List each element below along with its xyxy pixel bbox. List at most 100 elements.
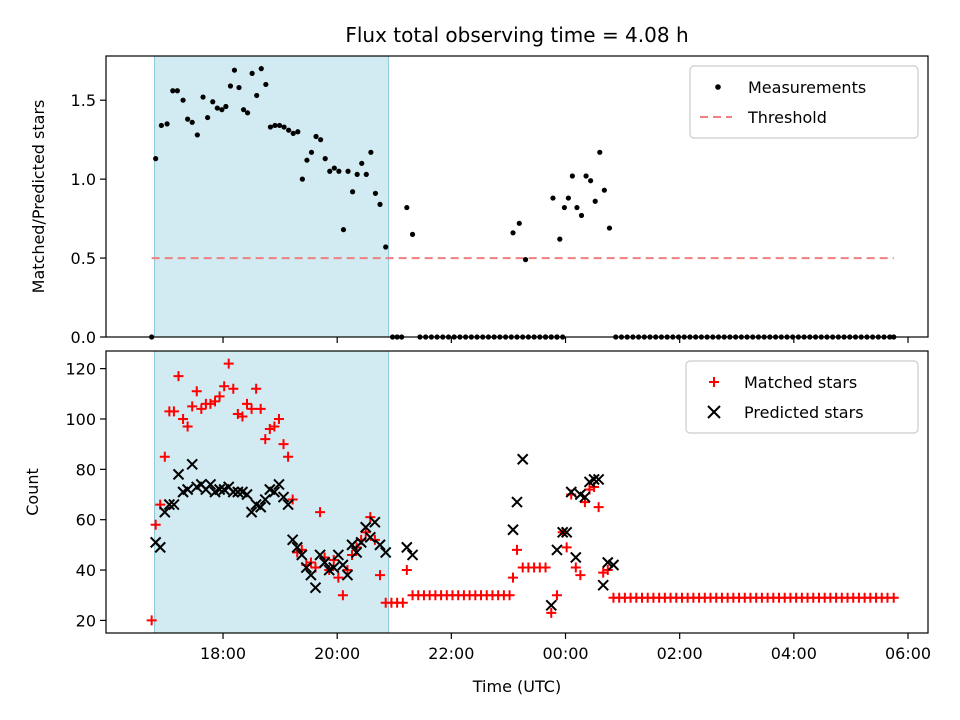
data-point bbox=[550, 195, 556, 201]
legend-label: Measurements bbox=[748, 78, 866, 97]
data-point bbox=[583, 173, 589, 179]
data-point bbox=[214, 391, 225, 402]
data-point bbox=[602, 565, 613, 576]
data-point bbox=[328, 561, 340, 574]
data-point bbox=[281, 124, 287, 130]
data-point bbox=[504, 590, 515, 601]
data-point bbox=[372, 190, 379, 196]
data-point bbox=[286, 534, 299, 546]
data-point bbox=[189, 119, 195, 125]
data-point bbox=[153, 156, 159, 162]
data-point bbox=[561, 204, 567, 211]
data-point bbox=[574, 204, 580, 211]
data-point bbox=[291, 541, 303, 554]
data-point bbox=[350, 189, 356, 195]
data-point bbox=[313, 133, 319, 140]
data-point bbox=[237, 411, 248, 422]
x-tick-label: 20:00 bbox=[314, 644, 360, 663]
legend: Matched stars Predicted stars bbox=[685, 360, 919, 434]
data-point bbox=[227, 486, 240, 498]
data-point bbox=[227, 83, 234, 89]
data-point bbox=[309, 581, 322, 594]
data-point bbox=[214, 105, 220, 111]
data-point bbox=[173, 371, 184, 382]
y-axis-label: Matched/Predicted stars bbox=[29, 100, 48, 294]
data-point bbox=[560, 526, 573, 538]
data-point bbox=[593, 502, 604, 513]
data-point bbox=[232, 486, 244, 498]
data-point bbox=[383, 244, 389, 250]
data-point bbox=[255, 403, 266, 414]
data-point bbox=[300, 561, 313, 574]
data-point bbox=[164, 121, 170, 127]
data-point bbox=[210, 396, 221, 407]
data-point bbox=[290, 130, 296, 136]
data-point bbox=[223, 103, 229, 110]
data-point bbox=[174, 88, 180, 94]
data-point bbox=[182, 421, 193, 432]
data-point bbox=[363, 171, 369, 177]
bottom-panel-counts: 20 40 60 80 100 120 18:00 20:00 22:00 00:00 02:00 0… bbox=[23, 350, 931, 696]
data-point bbox=[263, 81, 269, 88]
data-point bbox=[565, 195, 571, 201]
data-point bbox=[251, 383, 262, 394]
data-point bbox=[377, 201, 383, 207]
data-point bbox=[578, 212, 585, 219]
data-point bbox=[219, 107, 225, 113]
data-point bbox=[236, 84, 242, 91]
data-point bbox=[245, 506, 258, 518]
data-point bbox=[516, 220, 522, 226]
data-point bbox=[322, 156, 328, 162]
data-point bbox=[260, 434, 271, 445]
data-point bbox=[507, 524, 519, 536]
data-point bbox=[254, 92, 260, 99]
data-point bbox=[308, 149, 315, 155]
data-point bbox=[333, 572, 344, 583]
data-point bbox=[374, 539, 386, 551]
data-point bbox=[180, 97, 186, 103]
data-point bbox=[170, 88, 176, 94]
data-point bbox=[204, 478, 217, 491]
data-point bbox=[314, 549, 326, 561]
data-point bbox=[269, 421, 280, 432]
data-point bbox=[146, 615, 157, 626]
data-point bbox=[354, 171, 360, 177]
data-point bbox=[556, 526, 569, 538]
data-point bbox=[205, 114, 211, 121]
data-point bbox=[231, 67, 238, 73]
data-point bbox=[158, 122, 164, 129]
data-point bbox=[517, 453, 529, 465]
data-point bbox=[277, 491, 290, 503]
data-point bbox=[299, 176, 305, 182]
data-point bbox=[337, 559, 349, 571]
data-point bbox=[219, 381, 230, 392]
data-point bbox=[172, 468, 185, 481]
data-point bbox=[597, 149, 603, 155]
data-point bbox=[249, 70, 255, 76]
data-point bbox=[359, 160, 365, 166]
data-point bbox=[406, 549, 419, 561]
legend-label: Predicted stars bbox=[744, 403, 864, 422]
data-point bbox=[592, 198, 598, 204]
data-point bbox=[194, 132, 200, 138]
legend-label: Threshold bbox=[747, 108, 827, 127]
data-point bbox=[512, 544, 522, 555]
data-point bbox=[565, 486, 577, 498]
data-point bbox=[254, 501, 267, 513]
data-point bbox=[210, 99, 216, 105]
data-point bbox=[200, 94, 206, 100]
x-tick-label: 06:00 bbox=[885, 644, 931, 663]
data-point bbox=[545, 599, 557, 612]
data-point bbox=[259, 493, 271, 506]
data-point bbox=[511, 496, 523, 508]
data-point bbox=[283, 451, 294, 462]
data-point bbox=[551, 590, 562, 601]
data-point bbox=[186, 458, 198, 471]
data-point bbox=[318, 556, 331, 569]
axes-frame bbox=[105, 350, 929, 634]
x-tick-label: 22:00 bbox=[428, 644, 474, 663]
data-point bbox=[579, 491, 591, 503]
data-point bbox=[187, 401, 198, 412]
data-point bbox=[241, 398, 252, 409]
